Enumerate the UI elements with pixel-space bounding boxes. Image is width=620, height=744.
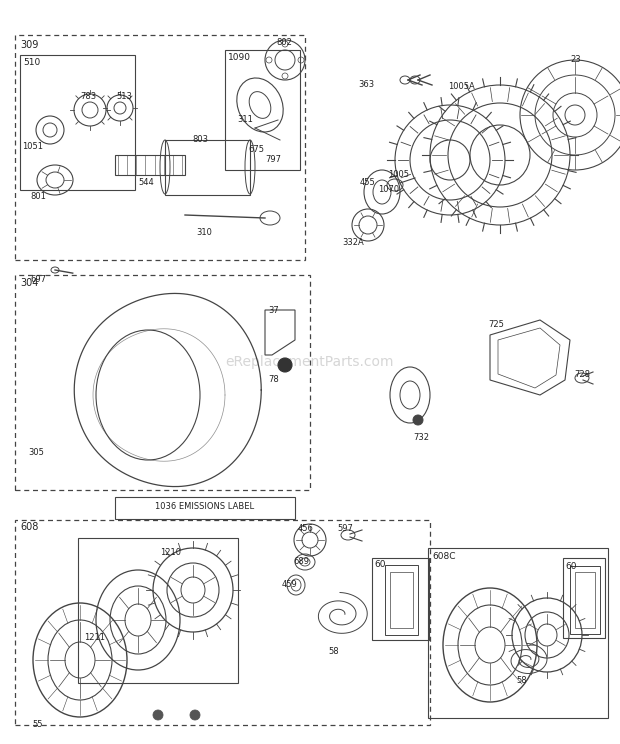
Text: 455: 455 xyxy=(360,178,376,187)
Text: 801: 801 xyxy=(30,192,46,201)
Bar xyxy=(225,50,300,170)
Text: 797: 797 xyxy=(265,155,281,164)
Text: 60: 60 xyxy=(374,560,386,569)
Text: 802: 802 xyxy=(276,38,292,47)
Text: 1210: 1210 xyxy=(160,548,181,557)
Bar xyxy=(428,548,608,718)
Text: 1005: 1005 xyxy=(388,170,409,179)
Text: 332A: 332A xyxy=(342,238,364,247)
Text: 363: 363 xyxy=(358,80,374,89)
Bar xyxy=(115,497,295,519)
Bar xyxy=(563,558,605,638)
Bar xyxy=(15,35,305,260)
Text: 309: 309 xyxy=(20,40,38,50)
Text: 1090: 1090 xyxy=(228,53,251,62)
Text: 459: 459 xyxy=(282,580,298,589)
Text: 1211: 1211 xyxy=(84,633,105,642)
Text: 37: 37 xyxy=(268,306,279,315)
Text: 310: 310 xyxy=(196,228,212,237)
Ellipse shape xyxy=(190,710,200,720)
Text: 544: 544 xyxy=(138,178,154,187)
Text: eReplacementParts.com: eReplacementParts.com xyxy=(226,355,394,369)
Ellipse shape xyxy=(153,710,163,720)
Text: 1036 EMISSIONS LABEL: 1036 EMISSIONS LABEL xyxy=(156,502,255,511)
Text: 305: 305 xyxy=(28,448,44,457)
Text: 78: 78 xyxy=(268,375,279,384)
Text: 803: 803 xyxy=(192,135,208,144)
Text: 510: 510 xyxy=(23,58,40,67)
Text: 304: 304 xyxy=(20,278,38,288)
Text: 55: 55 xyxy=(32,720,43,729)
Text: 513: 513 xyxy=(116,92,132,101)
Text: 728: 728 xyxy=(574,370,590,379)
Text: 1005A: 1005A xyxy=(448,82,475,91)
Ellipse shape xyxy=(413,415,423,425)
Text: 23: 23 xyxy=(570,55,580,64)
Bar xyxy=(20,55,135,190)
Text: 725: 725 xyxy=(488,320,504,329)
Text: 1070: 1070 xyxy=(378,185,399,194)
Bar xyxy=(372,558,429,640)
Text: 608: 608 xyxy=(20,522,38,532)
Text: 608C: 608C xyxy=(432,552,456,561)
Text: 697: 697 xyxy=(30,275,46,284)
Text: 597: 597 xyxy=(337,524,353,533)
Text: 732: 732 xyxy=(413,433,429,442)
Text: 58: 58 xyxy=(328,647,339,656)
Text: 689: 689 xyxy=(293,557,309,566)
Text: 311: 311 xyxy=(237,115,253,124)
Text: 456: 456 xyxy=(298,524,314,533)
Ellipse shape xyxy=(278,358,292,372)
Text: 783: 783 xyxy=(80,92,96,101)
Bar xyxy=(15,275,310,490)
Bar xyxy=(78,538,238,683)
Text: 60: 60 xyxy=(565,562,577,571)
Bar xyxy=(15,520,430,725)
Text: 58: 58 xyxy=(516,676,526,685)
Text: 1051: 1051 xyxy=(22,142,43,151)
Text: 675: 675 xyxy=(248,145,264,154)
